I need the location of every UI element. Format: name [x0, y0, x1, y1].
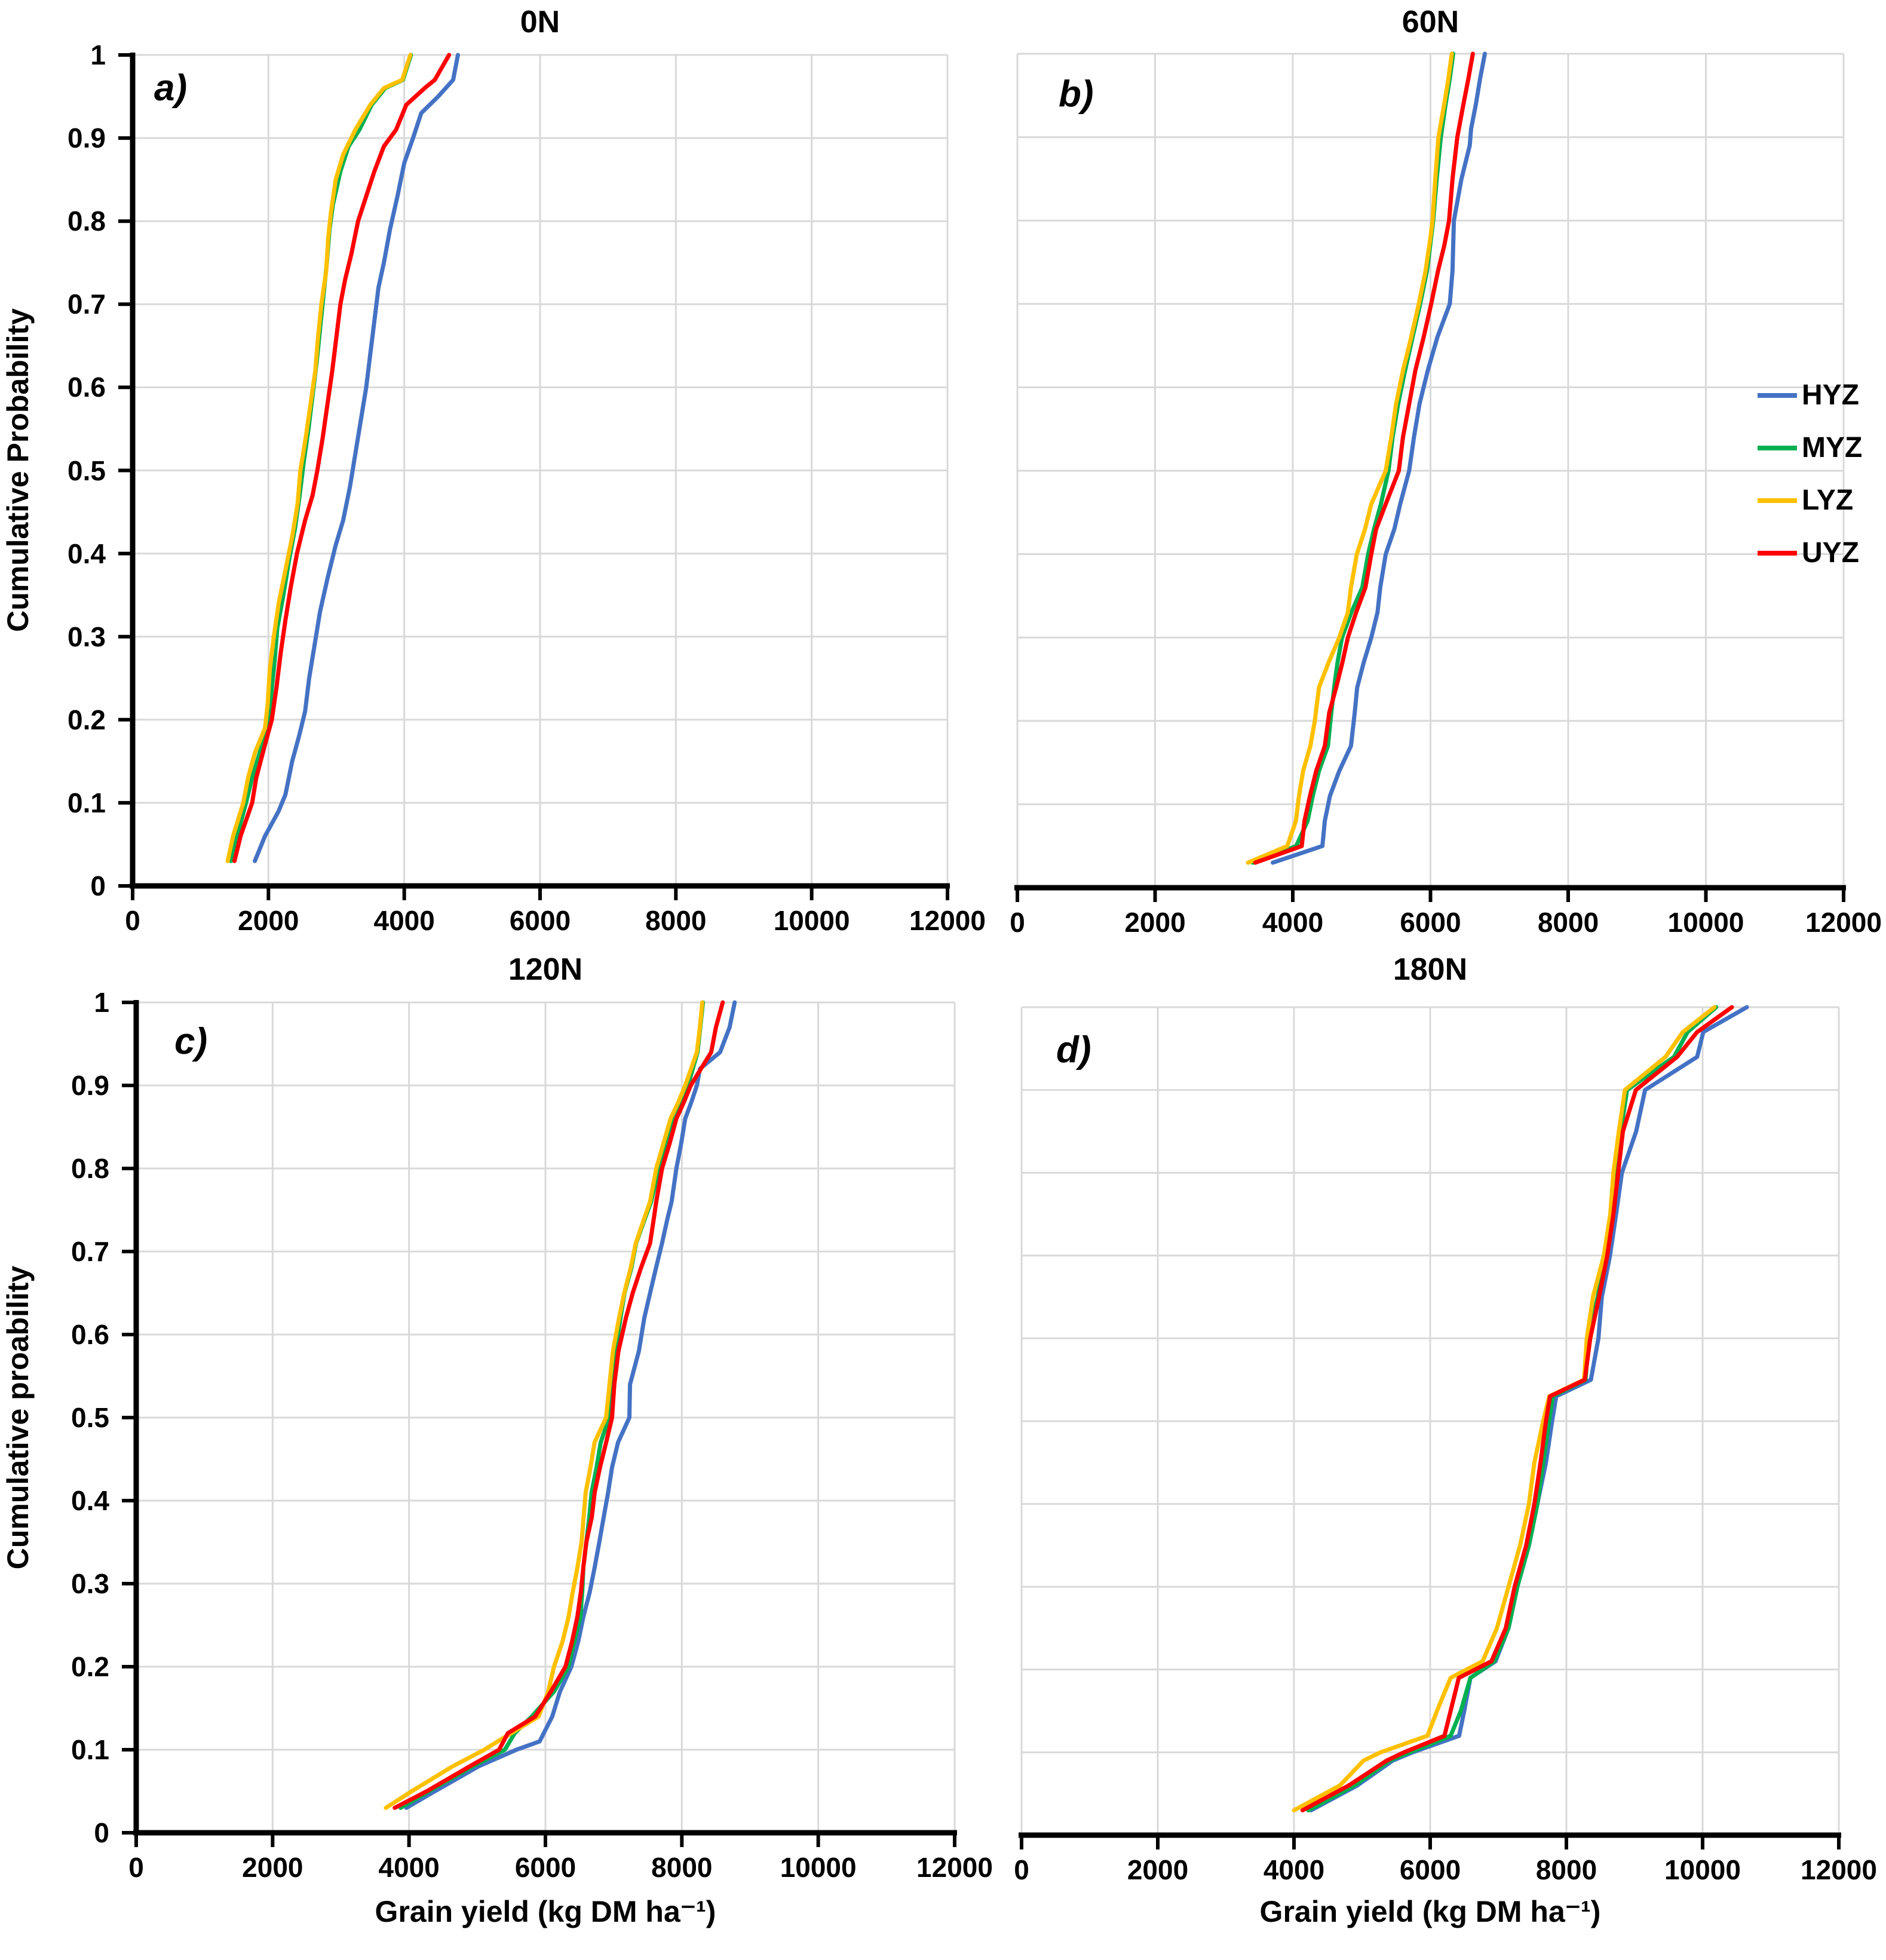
legend-label-lyz: LYZ [1802, 484, 1854, 516]
series-hyz-b [1271, 51, 1487, 865]
x-tick-label: 2000 [1124, 907, 1186, 938]
panel-a-title: 0N [520, 5, 560, 39]
y-tick-label: 0.6 [71, 1319, 109, 1350]
series-uyz-c [392, 1000, 725, 1810]
y-tick-label: 0.7 [71, 1236, 109, 1267]
x-tick-label: 12000 [1805, 907, 1882, 938]
legend-item-myz: MYZ [1758, 433, 1862, 464]
x-tick-label: 12000 [909, 905, 986, 936]
x-tick-label: 0 [1014, 1854, 1029, 1885]
series-lyz-a [225, 53, 413, 863]
x-tick-label: 12000 [1801, 1854, 1877, 1885]
series-hyz-c [404, 1000, 737, 1810]
x-tick-label: 10000 [780, 1852, 857, 1883]
panel-a-letter: a) [154, 68, 188, 109]
panel-c-letter: c) [174, 1021, 208, 1062]
legend: HYZ MYZ LYZ UYZ [1758, 380, 1862, 590]
y-tick-label: 0.5 [68, 455, 106, 486]
x-tick-label: 4000 [1262, 907, 1324, 938]
y-tick-label: 0.5 [71, 1402, 109, 1433]
x-tick-label: 2000 [238, 905, 299, 936]
x-tick-label: 2000 [242, 1852, 303, 1883]
y-tick-label: 0.2 [71, 1651, 109, 1682]
series-lyz-c [384, 1000, 705, 1810]
x-tick-label: 0 [125, 905, 140, 936]
x-tick-label: 8000 [645, 905, 707, 936]
series-myz-d [1306, 1005, 1719, 1812]
y-tick-label: 0.2 [68, 704, 106, 735]
y-tick-label: 0.8 [68, 205, 106, 237]
legend-item-uyz: UYZ [1758, 538, 1862, 569]
legend-item-hyz: HYZ [1758, 380, 1862, 411]
panel-d-title: 180N [1393, 952, 1468, 987]
panel-d-x-axis-title: Grain yield (kg DM ha⁻¹) [1259, 1895, 1601, 1928]
y-tick-label: 0.9 [71, 1070, 109, 1101]
panel-a-plot-area [118, 53, 950, 900]
series-hyz-d [1309, 1005, 1749, 1812]
panel-b-plot-area [1014, 51, 1846, 902]
y-tick-label: 1 [94, 987, 109, 1018]
x-tick-label: 10000 [773, 905, 850, 936]
legend-label-uyz: UYZ [1802, 537, 1859, 569]
panel-b-title: 60N [1402, 5, 1459, 39]
x-tick-label: 12000 [916, 1852, 993, 1883]
x-tick-label: 4000 [373, 905, 435, 936]
y-tick-label: 0.4 [71, 1485, 109, 1516]
x-tick-label: 8000 [651, 1852, 713, 1883]
x-tick-label: 6000 [1400, 907, 1461, 938]
y-tick-label: 1 [90, 39, 106, 70]
x-tick-label: 8000 [1535, 1854, 1597, 1885]
series-uyz-b [1253, 51, 1475, 865]
x-tick-label: 0 [128, 1852, 144, 1883]
y-tick-label: 0.7 [68, 289, 106, 320]
x-tick-label: 6000 [514, 1852, 576, 1883]
panel-c-y-axis-title: Cumulative proability [1, 1265, 35, 1570]
x-tick-label: 6000 [1399, 1854, 1461, 1885]
panel-d-letter: d) [1056, 1029, 1091, 1071]
series-uyz-a [232, 53, 452, 863]
panel-c-title: 120N [508, 952, 583, 987]
series-uyz-d [1300, 1005, 1734, 1812]
y-tick-label: 0.6 [68, 372, 106, 403]
x-tick-label: 2000 [1127, 1854, 1189, 1885]
legend-label-hyz: HYZ [1802, 379, 1859, 411]
x-tick-label: 4000 [378, 1852, 440, 1883]
lyz-line-sample-icon [1758, 498, 1797, 503]
x-tick-label: 10000 [1667, 907, 1744, 938]
myz-line-sample-icon [1758, 446, 1797, 450]
panel-c-x-axis-title: Grain yield (kg DM ha⁻¹) [375, 1895, 716, 1928]
x-tick-label: 6000 [509, 905, 571, 936]
y-tick-label: 0.9 [68, 122, 106, 154]
legend-item-lyz: LYZ [1758, 485, 1862, 516]
y-tick-label: 0 [94, 1817, 109, 1848]
y-tick-label: 0.4 [68, 538, 106, 569]
y-tick-label: 0.1 [71, 1734, 109, 1765]
series-hyz-a [253, 53, 460, 863]
panel-d-plot-area [1019, 1005, 1841, 1849]
x-tick-label: 0 [1010, 907, 1025, 938]
panel-b-letter: b) [1059, 73, 1094, 115]
y-tick-label: 0.1 [68, 787, 106, 818]
y-tick-label: 0.3 [71, 1568, 109, 1599]
series-lyz-d [1292, 1005, 1717, 1812]
y-tick-label: 0.8 [71, 1153, 109, 1184]
uyz-line-sample-icon [1758, 551, 1797, 556]
hyz-line-sample-icon [1758, 393, 1797, 398]
x-tick-label: 10000 [1664, 1854, 1741, 1885]
x-tick-label: 8000 [1537, 907, 1599, 938]
y-tick-label: 0.3 [68, 621, 106, 652]
x-tick-label: 4000 [1263, 1854, 1325, 1885]
panel-c-plot-area [122, 1000, 957, 1847]
series-lyz-b [1246, 51, 1454, 865]
legend-label-myz: MYZ [1802, 432, 1863, 464]
y-tick-label: 0 [90, 870, 106, 901]
